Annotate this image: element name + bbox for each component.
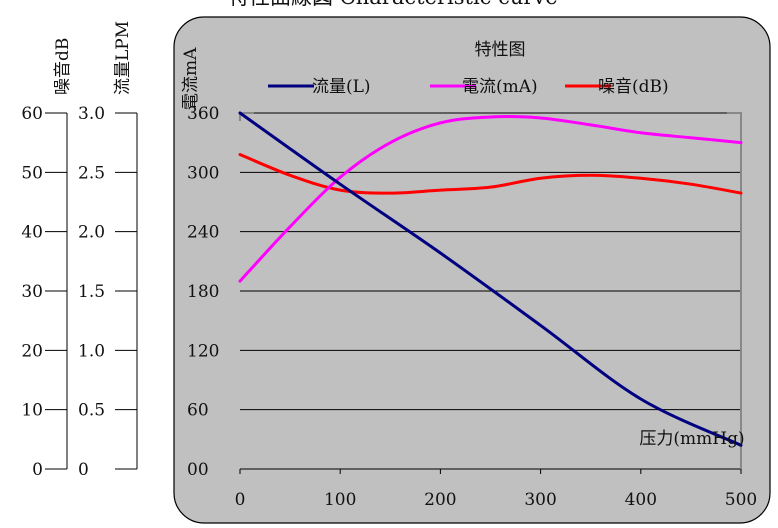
x-tick-label: 500 — [725, 490, 757, 510]
y-tick-label: 60 — [187, 401, 209, 421]
y-tick-label: 240 — [187, 223, 219, 243]
y-tick-label: 180 — [187, 282, 219, 302]
secondary-tick-label: 1.5 — [78, 282, 105, 302]
series-line-1 — [238, 115, 743, 283]
legend-label: 電流(mA) — [462, 77, 538, 97]
x-tick-label: 100 — [324, 490, 356, 510]
y-tick-label: 120 — [187, 341, 219, 361]
secondary-tick-label: 0 — [78, 460, 89, 480]
main-y-axis: 00 60 120 180 240 300 360 — [187, 104, 219, 480]
secondary-tick-label: 50 — [21, 163, 43, 183]
secondary-tick-label: 0 — [32, 460, 43, 480]
secondary-tick-label: 30 — [21, 282, 43, 302]
gridlines — [239, 112, 742, 470]
y-tick-label: 360 — [187, 104, 219, 124]
series-line-0 — [238, 111, 743, 447]
secondary-tick-label: 10 — [21, 401, 43, 421]
series-line-2 — [238, 153, 743, 195]
x-tick-label: 400 — [625, 490, 657, 510]
legend: 流量(L) 電流(mA) 噪音(dB) — [268, 77, 669, 97]
y-tick-label: 00 — [187, 460, 209, 480]
legend-label: 噪音(dB) — [598, 77, 669, 97]
secondary-axis-label: 流量LPM — [113, 21, 133, 95]
x-axis-label: 压力(mmHg) — [639, 429, 744, 449]
secondary-tick-label: 0.5 — [78, 401, 105, 421]
secondary-tick-label: 3.0 — [78, 104, 105, 124]
plot-corner-right — [727, 112, 742, 469]
series-layer — [238, 111, 743, 447]
secondary-tick-label: 20 — [21, 341, 43, 361]
secondary-axes: 0 10 20 30 40 50 60 噪音dB 0 0.5 1.0 1.5 2.0 2.5 3.0 流量LP… — [21, 21, 138, 480]
legend-label: 流量(L) — [312, 77, 371, 97]
x-tick-label: 200 — [424, 490, 456, 510]
secondary-tick-label: 2.0 — [78, 223, 105, 243]
header-text: 特性曲線図 Characteristic curve — [228, 0, 558, 9]
secondary-tick-label: 2.5 — [78, 163, 105, 183]
x-tick-label: 0 — [235, 490, 246, 510]
secondary-axis-label: 噪音dB — [53, 38, 73, 95]
secondary-tick-label: 40 — [21, 223, 43, 243]
x-tick-label: 300 — [524, 490, 556, 510]
secondary-tick-label: 60 — [21, 104, 43, 124]
plot-panel — [173, 16, 771, 524]
x-axis: 0 100 200 300 400 500 — [235, 469, 757, 510]
secondary-tick-label: 1.0 — [78, 341, 105, 361]
main-y-axis-label: 電流mA — [181, 47, 201, 110]
y-tick-label: 300 — [187, 163, 219, 183]
chart-title: 特性图 — [475, 40, 526, 60]
